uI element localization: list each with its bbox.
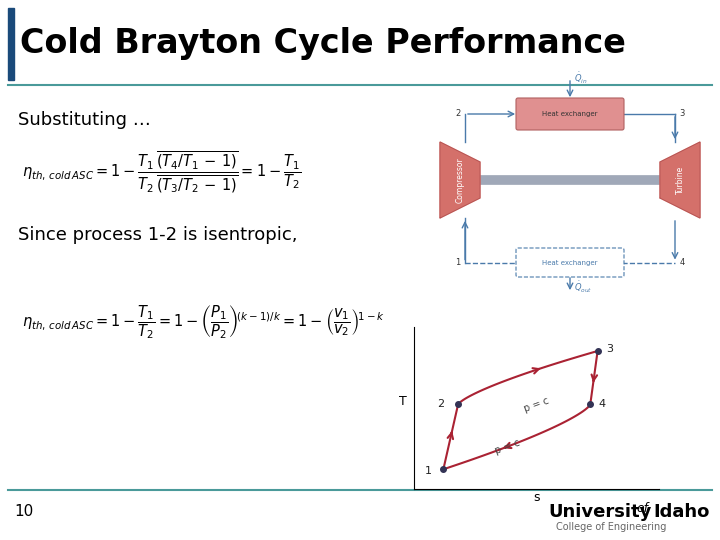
Text: $\dot{Q}_{out}$: $\dot{Q}_{out}$ [574,279,593,295]
Text: 1: 1 [426,466,432,476]
Text: Idaho: Idaho [653,503,709,521]
Text: Since process 1-2 is isentropic,: Since process 1-2 is isentropic, [18,226,297,244]
Text: Heat exchanger: Heat exchanger [542,260,598,266]
Text: 4: 4 [599,400,606,409]
Text: Substituting …: Substituting … [18,111,151,129]
Text: $\eta_{th,\,cold\,ASC} = 1 - \dfrac{T_1}{T_2} = 1 - \left(\dfrac{P_1}{P_2}\right: $\eta_{th,\,cold\,ASC} = 1 - \dfrac{T_1}… [22,303,385,341]
Text: University: University [548,503,652,521]
Y-axis label: T: T [399,395,407,408]
FancyBboxPatch shape [516,98,624,130]
Bar [8,8,14,80]
Text: of: of [636,503,648,516]
Text: Compressor: Compressor [456,157,464,203]
Polygon shape [440,142,480,218]
Text: Cold Brayton Cycle Performance: Cold Brayton Cycle Performance [20,28,626,60]
Text: 4: 4 [680,258,685,267]
Text: 3: 3 [606,345,613,354]
Text: 1: 1 [455,258,461,267]
Text: College of Engineering: College of Engineering [556,522,667,532]
Text: 3: 3 [679,110,685,118]
Text: 10: 10 [14,504,33,519]
X-axis label: s: s [533,491,540,504]
Text: Turbine: Turbine [675,166,685,194]
Text: 2: 2 [437,400,444,409]
Polygon shape [660,142,700,218]
Text: 2: 2 [455,110,461,118]
FancyBboxPatch shape [516,248,624,277]
Text: $\eta_{th,\,cold\,ASC} = 1 - \dfrac{T_1\,\overline{(T_4/T_1\,-\,1)}}{T_2\,\overl: $\eta_{th,\,cold\,ASC} = 1 - \dfrac{T_1\… [22,149,301,195]
Text: $\dot{Q}_{in}$: $\dot{Q}_{in}$ [574,70,588,86]
Text: Heat exchanger: Heat exchanger [542,111,598,117]
Text: p = c: p = c [493,437,521,456]
Text: p = c: p = c [523,395,550,414]
